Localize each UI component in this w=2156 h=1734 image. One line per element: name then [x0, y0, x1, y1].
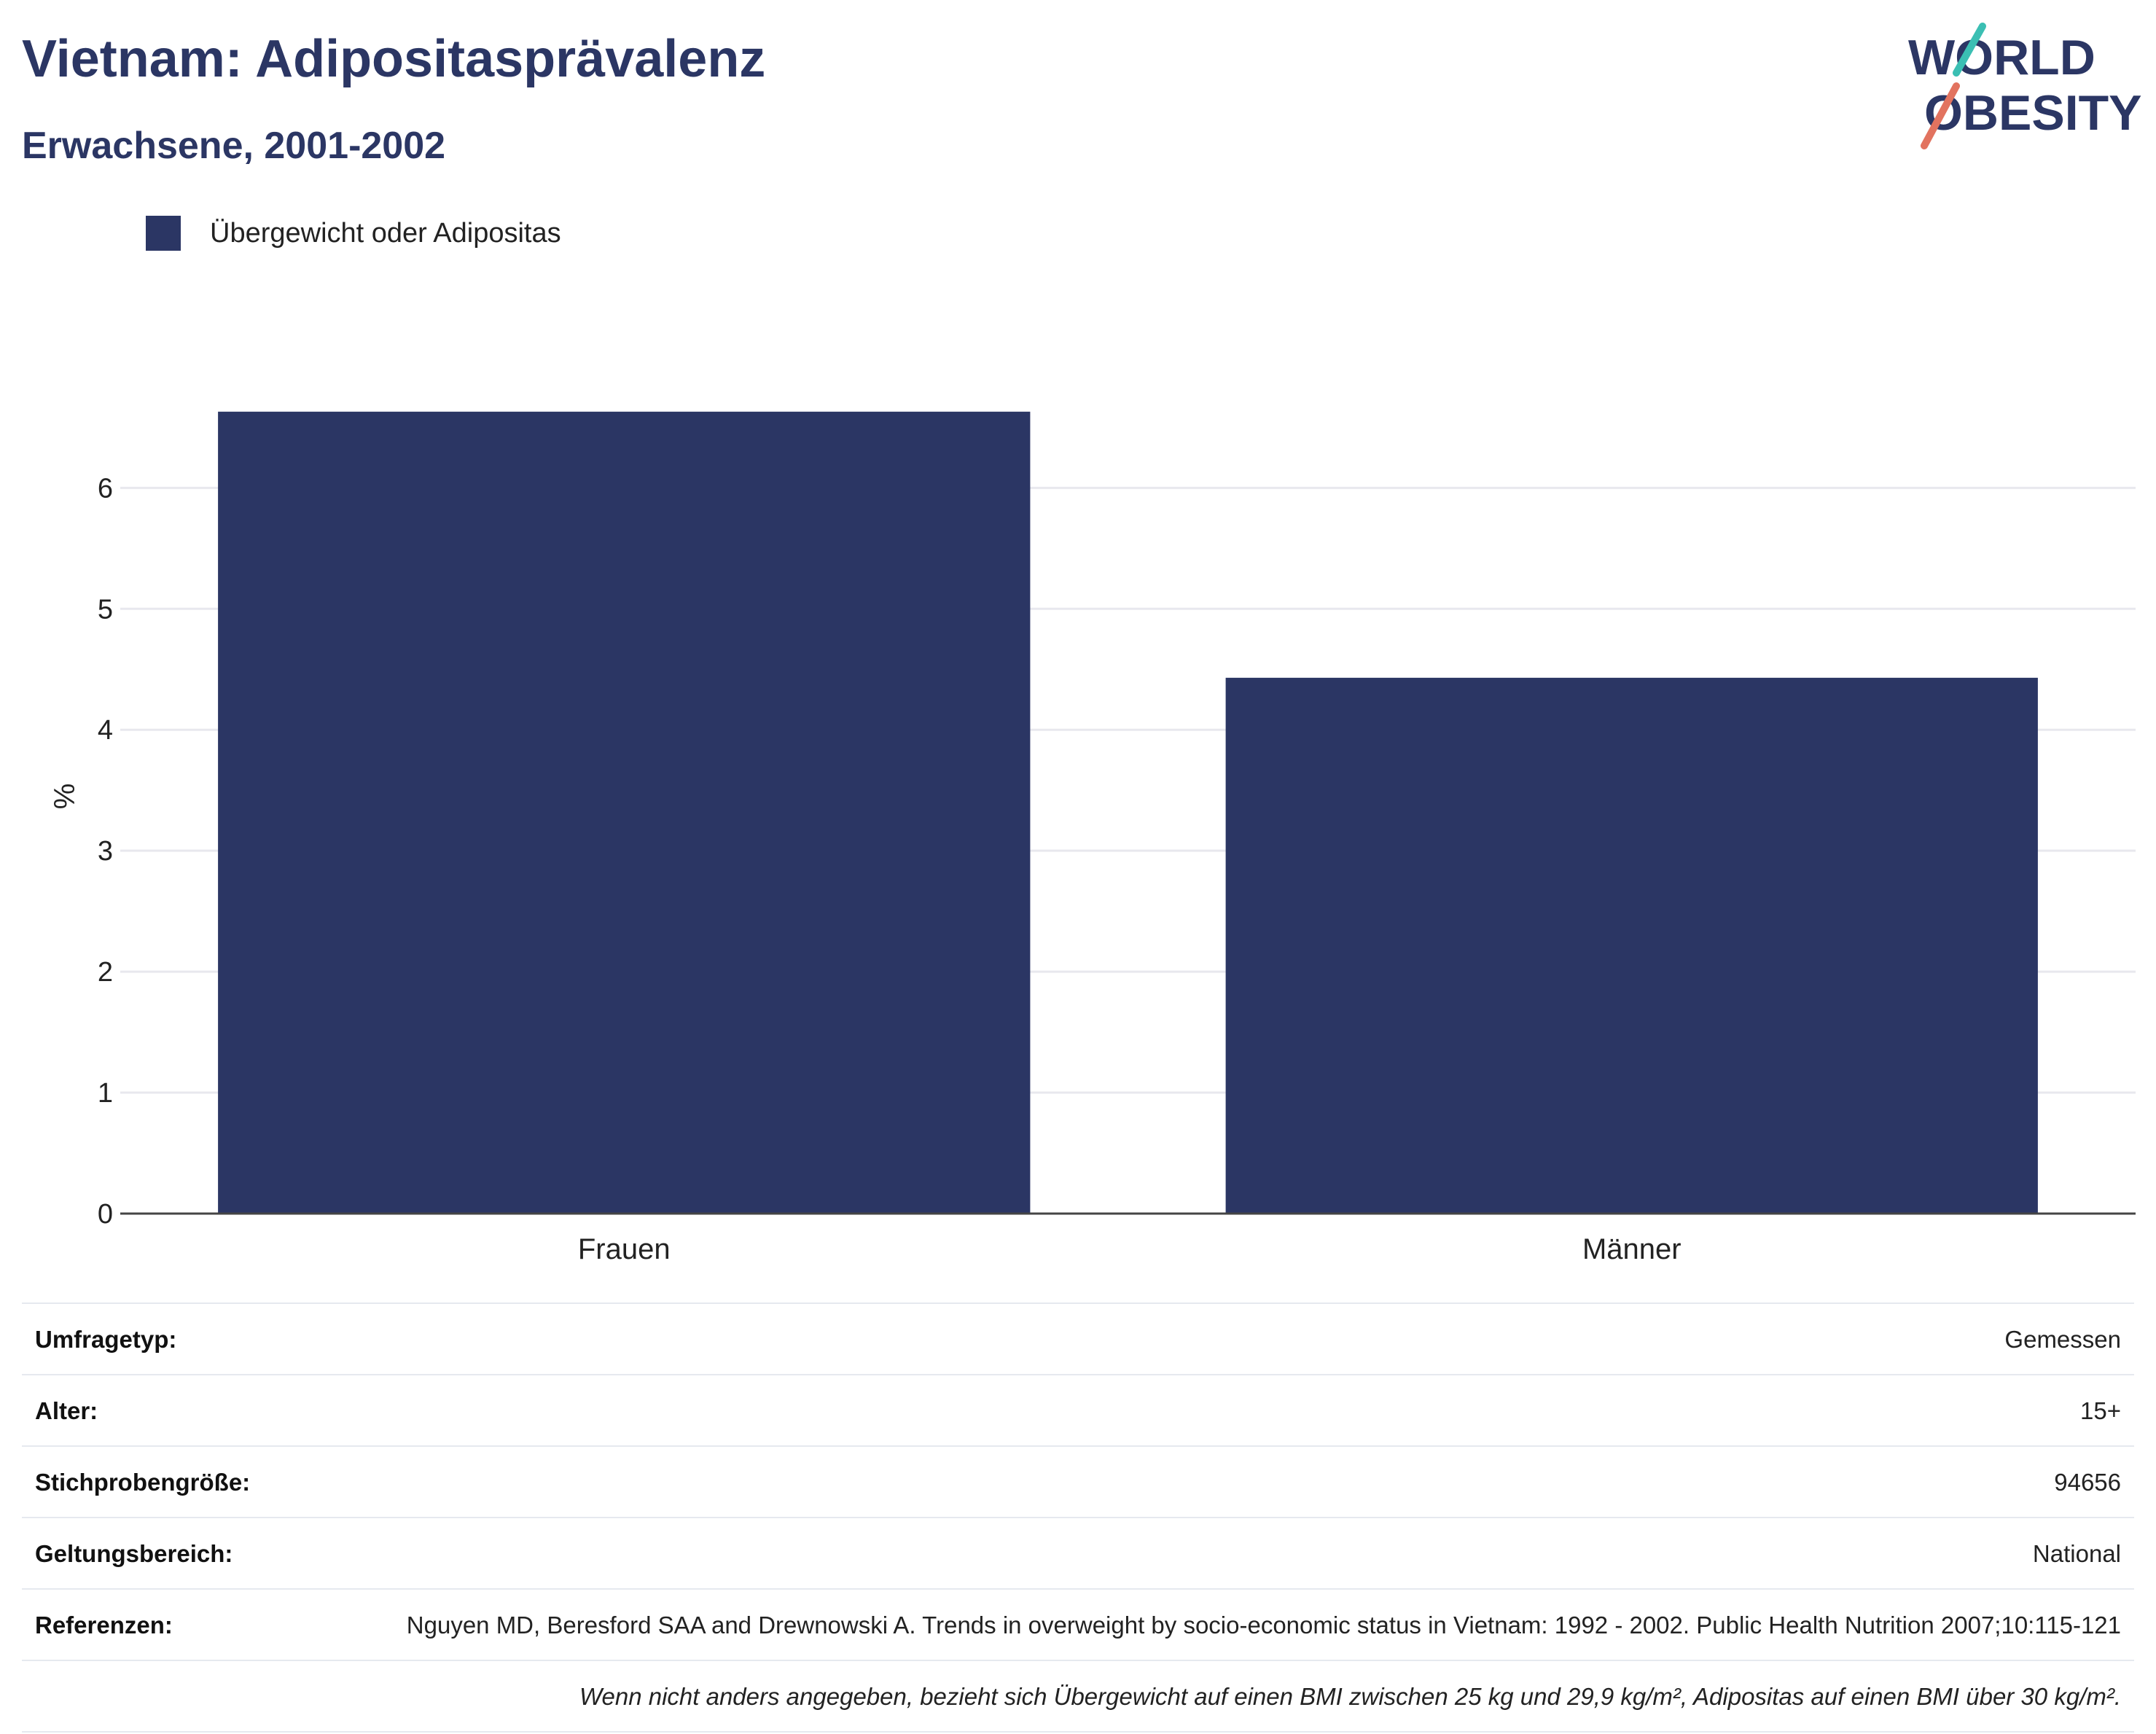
- bar-frauen: [218, 411, 1031, 1214]
- y-axis-label: %: [47, 784, 79, 810]
- info-row-references: Referenzen: Nguyen MD, Beresford SAA and…: [22, 1590, 2134, 1661]
- logo-slash-teal: [1953, 23, 1986, 77]
- info-value: Gemessen: [2004, 1326, 2121, 1353]
- info-footnote: Wenn nicht anders angegeben, bezieht sic…: [22, 1661, 2134, 1733]
- info-label: Geltungsbereich:: [35, 1540, 233, 1567]
- info-row-age: Alter: 15+: [22, 1375, 2134, 1447]
- info-row-survey-type: Umfragetyp: Gemessen: [22, 1304, 2134, 1375]
- bar-maenner: [1225, 677, 2038, 1214]
- info-table: Umfragetyp: Gemessen Alter: 15+ Stichpro…: [22, 1303, 2134, 1733]
- x-tick-label: Männer: [1582, 1233, 1682, 1265]
- info-label: Alter:: [35, 1397, 98, 1424]
- y-tick-label: 6: [98, 473, 113, 504]
- logo-line2: OBESITY: [1924, 85, 2142, 141]
- info-row-coverage: Geltungsbereich: National: [22, 1518, 2134, 1590]
- y-tick-label: 5: [98, 594, 113, 625]
- info-value: National: [2032, 1540, 2121, 1567]
- legend-swatch: [146, 216, 181, 251]
- page-title: Vietnam: Adipositasprävalenz: [22, 30, 766, 88]
- info-value: 15+: [2080, 1397, 2121, 1424]
- legend-label: Übergewicht oder Adipositas: [210, 217, 561, 249]
- world-obesity-logo: WORLD OBESITY: [1908, 23, 2142, 149]
- logo-line1: WORLD: [1908, 30, 2096, 85]
- info-value: 94656: [2054, 1469, 2121, 1496]
- info-label: Referenzen:: [35, 1612, 173, 1639]
- y-tick-label: 3: [98, 836, 113, 867]
- y-tick-label: 1: [98, 1078, 113, 1109]
- info-label: Umfragetyp:: [35, 1326, 177, 1353]
- info-row-sample-size: Stichprobengröße: 94656: [22, 1447, 2134, 1518]
- info-value: Nguyen MD, Beresford SAA and Drewnowski …: [406, 1612, 2121, 1639]
- y-tick-label: 0: [98, 1199, 113, 1230]
- logo-slash-coral: [1921, 82, 1960, 149]
- info-label: Stichprobengröße:: [35, 1469, 251, 1496]
- chart-legend: Übergewicht oder Adipositas: [146, 216, 561, 251]
- y-tick-label: 4: [98, 715, 113, 746]
- page-subtitle: Erwachsene, 2001-2002: [22, 125, 446, 167]
- y-tick-label: 2: [98, 957, 113, 988]
- x-tick-label: Frauen: [578, 1233, 671, 1265]
- bar-chart: 0 1 2 3 4 5 6% Frauen Männer: [47, 411, 2136, 1265]
